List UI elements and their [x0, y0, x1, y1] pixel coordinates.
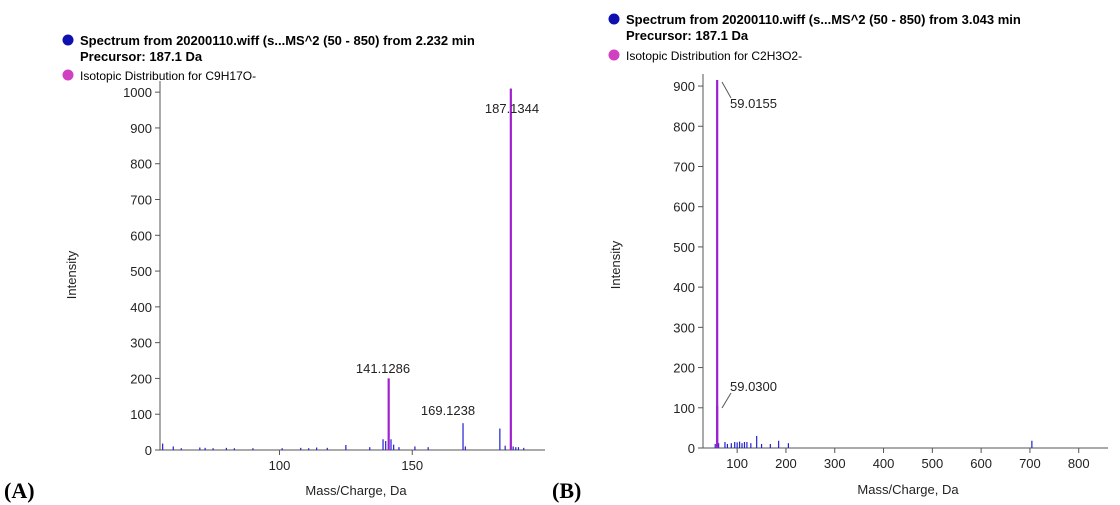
- panel-a: Spectrum from 20200110.wiff (s...MS^2 (5…: [4, 33, 545, 503]
- spectrum-legend-dot-b: [608, 13, 620, 25]
- y-tick-label-a: 800: [130, 157, 152, 172]
- y-tick-label-b: 300: [673, 320, 695, 335]
- y-tick-label-a: 200: [130, 371, 152, 386]
- y-tick-label-a: 100: [130, 407, 152, 422]
- y-tick-label-b: 900: [673, 79, 695, 94]
- peak-label-a: 187.1344: [485, 101, 539, 116]
- x-tick-label-b: 600: [970, 456, 992, 471]
- x-tick-label-b: 100: [726, 456, 748, 471]
- plot-area-b: 0 100 200 300 400 500 600 700 800 900 100 200 300 400…: [673, 74, 1108, 471]
- peak-label-b: 59.0300: [730, 379, 777, 394]
- y-tick-label-a: 400: [130, 300, 152, 315]
- y-tick-label-a: 600: [130, 228, 152, 243]
- y-tick-label-b: 0: [688, 441, 695, 456]
- panel-label-b: (B): [552, 478, 581, 503]
- y-tick-label-b: 800: [673, 119, 695, 134]
- spectrum-legend-dot-a: [62, 34, 74, 46]
- peak-label-a: 141.1286: [356, 361, 410, 376]
- y-tick-label-b: 500: [673, 240, 695, 255]
- y-tick-label-b: 700: [673, 159, 695, 174]
- y-tick-label-b: 600: [673, 200, 695, 215]
- isotopic-legend-label-b: Isotopic Distribution for C2H3O2-: [626, 49, 802, 63]
- y-tick-label-b: 400: [673, 280, 695, 295]
- y-tick-label-a: 300: [130, 336, 152, 351]
- x-axis-title-b: Mass/Charge, Da: [857, 482, 959, 497]
- y-tick-label-b: 100: [673, 401, 695, 416]
- x-tick-label-b: 400: [873, 456, 895, 471]
- x-tick-label-a: 150: [401, 458, 423, 473]
- x-axis-title-a: Mass/Charge, Da: [305, 483, 407, 498]
- y-tick-label-a: 1000: [123, 85, 152, 100]
- y-tick-label-a: 900: [130, 121, 152, 136]
- y-axis-title-b: Intensity: [608, 240, 623, 289]
- y-axis-title-a: Intensity: [64, 250, 79, 299]
- y-tick-label-a: 0: [145, 443, 152, 458]
- isotopic-legend-label-a: Isotopic Distribution for C9H17O-: [80, 69, 256, 83]
- isotopic-legend-dot-a: [62, 69, 74, 81]
- peak-label-b: 59.0155: [730, 96, 777, 111]
- x-tick-label-b: 700: [1019, 456, 1041, 471]
- y-tick-label-a: 700: [130, 193, 152, 208]
- peak-label-leader-b: [721, 392, 732, 409]
- x-tick-label-b: 200: [775, 456, 797, 471]
- x-tick-label-b: 300: [824, 456, 846, 471]
- panel-label-a: (A): [4, 478, 35, 503]
- y-tick-label-b: 200: [673, 361, 695, 376]
- x-tick-label-a: 100: [269, 458, 291, 473]
- plot-area-a: 0 100 200 300 400 500 600 700 800 900 1000 100 150 14…: [123, 81, 545, 473]
- isotopic-legend-dot-b: [608, 49, 620, 61]
- spectrum-legend-label-b: Spectrum from 20200110.wiff (s...MS^2 (5…: [626, 12, 1021, 27]
- y-tick-label-a: 500: [130, 264, 152, 279]
- x-tick-label-b: 800: [1068, 456, 1090, 471]
- precursor-label-b: Precursor: 187.1 Da: [626, 28, 749, 43]
- x-tick-label-b: 500: [921, 456, 943, 471]
- panel-b: Spectrum from 20200110.wiff (s...MS^2 (5…: [552, 12, 1108, 503]
- peak-label-leader-b: [721, 81, 732, 99]
- peak-label-a: 169.1238: [421, 403, 475, 418]
- spectrum-legend-label-a: Spectrum from 20200110.wiff (s...MS^2 (5…: [80, 33, 475, 48]
- precursor-label-a: Precursor: 187.1 Da: [80, 49, 203, 64]
